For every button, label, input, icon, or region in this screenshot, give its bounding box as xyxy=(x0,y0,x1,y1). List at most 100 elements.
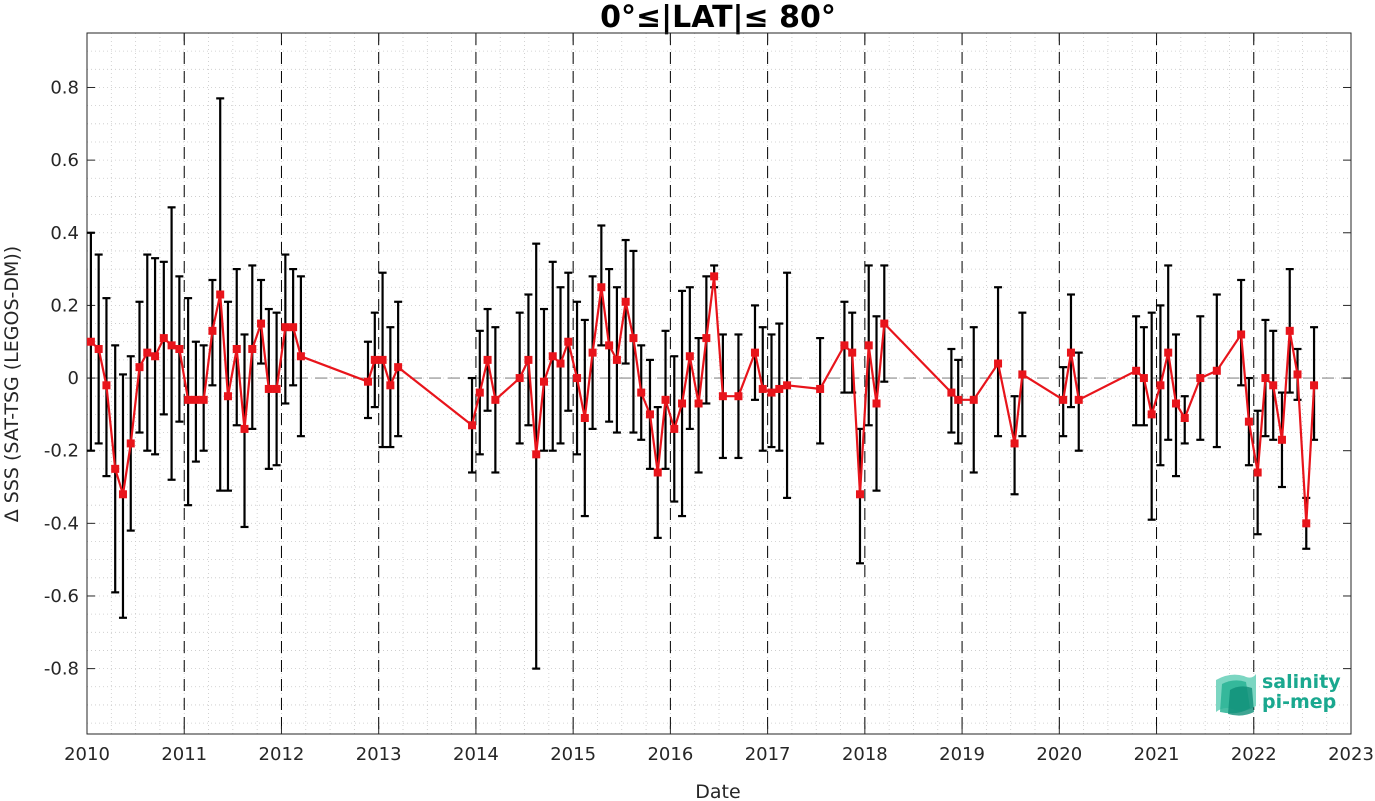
data-point-marker xyxy=(94,344,103,353)
data-point-marker xyxy=(143,348,152,357)
data-point-marker xyxy=(1285,326,1294,335)
data-point-marker xyxy=(597,283,606,292)
data-point-marker xyxy=(264,384,273,393)
x-tick-label: 2015 xyxy=(550,744,596,765)
data-point-marker xyxy=(1156,381,1165,390)
logo-text-pi-mep: pi-mep xyxy=(1262,691,1336,713)
data-point-marker xyxy=(1253,468,1262,477)
data-point-marker xyxy=(848,348,857,357)
data-point-marker xyxy=(1302,519,1311,528)
data-point-marker xyxy=(1310,381,1319,390)
data-point-marker xyxy=(947,388,956,397)
data-point-marker xyxy=(491,395,500,404)
data-point-marker xyxy=(653,468,662,477)
data-point-marker xyxy=(580,414,589,423)
data-point-marker xyxy=(880,319,889,328)
data-point-marker xyxy=(118,490,127,499)
data-point-marker xyxy=(629,334,638,343)
chart-title: 0°≤|LAT|≤ 80° xyxy=(600,0,836,35)
data-point-marker xyxy=(872,399,881,408)
logo-wave-icon xyxy=(1216,674,1256,716)
grid xyxy=(86,33,1352,734)
data-point-marker xyxy=(1147,410,1156,419)
data-point-marker xyxy=(954,395,963,404)
data-point-marker xyxy=(783,381,792,390)
logo-text-salinity: salinity xyxy=(1262,671,1341,693)
y-tick-label: 0.4 xyxy=(50,223,79,244)
y-axis-title: Δ SSS (SAT-TSG (LEGOS-DM)) xyxy=(1,246,23,522)
data-point-marker xyxy=(702,334,711,343)
data-point-marker xyxy=(539,377,548,386)
y-tick-label: -0.6 xyxy=(44,586,79,607)
data-point-marker xyxy=(1059,395,1068,404)
data-point-marker xyxy=(840,341,849,350)
data-point-marker xyxy=(605,341,614,350)
data-point-marker xyxy=(102,381,111,390)
data-point-marker xyxy=(216,290,225,299)
data-point-marker xyxy=(1018,370,1027,379)
data-point-marker xyxy=(296,352,305,361)
y-tick-label: 0 xyxy=(68,368,79,389)
data-point-marker xyxy=(855,490,864,499)
x-tick-label: 2019 xyxy=(939,744,985,765)
data-point-marker xyxy=(775,384,784,393)
x-tick-label: 2020 xyxy=(1036,744,1082,765)
data-point-marker xyxy=(1164,348,1173,357)
data-point-marker xyxy=(281,323,290,332)
data-point-marker xyxy=(151,352,160,361)
data-point-marker xyxy=(223,392,232,401)
series-markers xyxy=(86,272,1319,528)
data-point-marker xyxy=(199,395,208,404)
data-point-marker xyxy=(394,363,403,372)
data-point-marker xyxy=(191,395,200,404)
data-point-marker xyxy=(159,334,168,343)
data-point-marker xyxy=(1237,330,1246,339)
data-point-marker xyxy=(1171,399,1180,408)
data-point-marker xyxy=(1277,435,1286,444)
data-point-marker xyxy=(111,464,120,473)
x-tick-label: 2022 xyxy=(1231,744,1277,765)
data-point-marker xyxy=(1269,381,1278,390)
y-tick-label: -0.4 xyxy=(44,513,79,534)
data-point-marker xyxy=(532,450,541,459)
data-point-marker xyxy=(1139,374,1148,383)
data-point-marker xyxy=(637,388,646,397)
data-point-marker xyxy=(588,348,597,357)
data-point-marker xyxy=(710,272,719,281)
axis-ticks: 2010 2011 2012 2013 2014 2015 2016 2017 2018 2019… xyxy=(44,33,1374,765)
y-tick-label: -0.2 xyxy=(44,441,79,462)
y-tick-label: 0.2 xyxy=(50,295,79,316)
data-point-marker xyxy=(573,374,582,383)
data-point-marker xyxy=(1066,348,1075,357)
data-point-marker xyxy=(248,344,257,353)
data-point-marker xyxy=(86,337,95,346)
data-point-marker xyxy=(1196,374,1205,383)
data-point-marker xyxy=(468,421,477,430)
error-bars xyxy=(86,97,1319,670)
x-tick-label: 2014 xyxy=(453,744,499,765)
data-point-marker xyxy=(524,355,533,364)
data-point-marker xyxy=(718,392,727,401)
x-axis-title: Date xyxy=(695,781,740,801)
plot-frame xyxy=(86,32,1352,735)
y-axis-title-group: Δ SSS (SAT-TSG (LEGOS-DM)) xyxy=(1,246,23,522)
x-tick-label: 2023 xyxy=(1328,744,1374,765)
y-tick-label: -0.8 xyxy=(44,659,79,680)
data-point-marker xyxy=(175,344,184,353)
data-point-marker xyxy=(1244,417,1253,426)
data-point-marker xyxy=(1180,414,1189,423)
data-point-marker xyxy=(363,377,372,386)
data-point-marker xyxy=(257,319,266,328)
data-point-marker xyxy=(126,439,135,448)
data-point-marker xyxy=(208,326,217,335)
data-point-marker xyxy=(621,297,630,306)
data-point-marker xyxy=(767,388,776,397)
data-point-marker xyxy=(240,424,249,433)
data-point-marker xyxy=(994,359,1003,368)
data-point-marker xyxy=(816,384,825,393)
data-point-marker xyxy=(758,384,767,393)
data-point-marker xyxy=(694,399,703,408)
data-point-marker xyxy=(515,374,524,383)
x-tick-label: 2012 xyxy=(259,744,305,765)
